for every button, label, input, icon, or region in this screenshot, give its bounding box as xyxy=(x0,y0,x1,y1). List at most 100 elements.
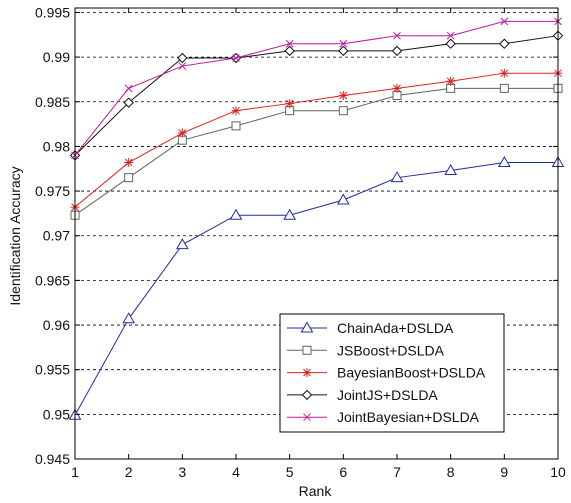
series-line-5 xyxy=(74,20,558,156)
x-tick-label: 5 xyxy=(286,464,294,480)
triangle-marker-shape xyxy=(175,238,189,250)
x-marker-stroke xyxy=(285,39,294,48)
legend-label: JointBayesian+DSLDA xyxy=(337,409,480,425)
data-point xyxy=(177,128,187,138)
legend-marker xyxy=(302,368,312,378)
y-tick-label: 0.99 xyxy=(43,49,70,65)
legend-label: ChainAda+DSLDA xyxy=(337,320,454,336)
triangle-marker-shape xyxy=(229,208,243,220)
y-tick-label: 0.965 xyxy=(35,272,70,288)
asterisk-marker-stroke xyxy=(285,99,294,108)
data-point xyxy=(390,171,404,183)
legend-label: JSBoost+DSLDA xyxy=(337,342,445,358)
plot-frame xyxy=(74,7,559,460)
data-point xyxy=(444,164,458,176)
square-marker-shape xyxy=(499,83,509,93)
legend-label: JointJS+DSLDA xyxy=(337,387,438,403)
data-point xyxy=(499,83,509,93)
data-point xyxy=(232,54,240,62)
triangle-marker-shape xyxy=(336,193,350,205)
asterisk-marker-stroke xyxy=(178,129,187,137)
y-tick-label: 0.98 xyxy=(43,138,70,154)
square-marker-shape xyxy=(124,173,134,183)
diamond-marker-shape xyxy=(445,38,456,49)
data-point xyxy=(123,97,134,108)
data-point xyxy=(124,84,133,93)
asterisk-marker-stroke xyxy=(124,158,133,167)
square-marker-shape xyxy=(231,121,241,131)
x-marker-stroke xyxy=(339,39,348,48)
data-point xyxy=(391,45,403,57)
data-point xyxy=(175,238,189,250)
data-point xyxy=(499,68,509,78)
y-tick-label: 0.95 xyxy=(43,406,70,422)
asterisk-marker-stroke xyxy=(232,106,240,115)
x-tick-label: 9 xyxy=(500,464,508,480)
y-tick-label: 0.985 xyxy=(35,94,70,110)
axes: 0.945 0.95 0.955 0.96 0.965 0.97 0.975 0.98 0.98… xyxy=(35,4,566,480)
legend-marker xyxy=(303,413,311,422)
data-point xyxy=(285,39,294,48)
diamond-marker-shape xyxy=(338,45,349,57)
legend: ChainAda+DSLDA JSBoost+DSLDA BayesianBoost… xyxy=(279,313,505,433)
x-tick-label: 6 xyxy=(339,464,347,480)
x-tick-label: 4 xyxy=(232,464,240,480)
data-point xyxy=(336,193,350,205)
square-marker-shape xyxy=(302,345,312,355)
data-point xyxy=(231,121,241,131)
legend-marker xyxy=(300,321,314,333)
data-point xyxy=(178,62,187,70)
series-line-4 xyxy=(74,35,559,156)
y-tick-label: 0.975 xyxy=(35,183,70,199)
x-tick-label: 2 xyxy=(125,464,133,480)
data-point xyxy=(339,39,348,48)
diamond-marker-shape xyxy=(301,389,313,401)
x-marker-stroke xyxy=(500,17,509,26)
x-tick-label: 3 xyxy=(178,464,186,480)
square-marker-shape xyxy=(338,106,348,116)
data-point xyxy=(124,173,134,183)
x-marker-stroke xyxy=(446,31,455,40)
data-point xyxy=(392,83,402,93)
data-point xyxy=(285,99,295,109)
asterisk-marker-stroke xyxy=(446,77,455,86)
data-point xyxy=(446,31,455,40)
diamond-marker-shape xyxy=(177,52,188,64)
triangle-marker-shape xyxy=(390,171,404,183)
legend-label: BayesianBoost+DSLDA xyxy=(337,365,486,381)
diamond-marker-shape xyxy=(123,97,134,108)
series-line-2 xyxy=(74,87,558,216)
x-marker-stroke xyxy=(393,31,401,40)
series-line-3 xyxy=(74,72,558,208)
y-tick-label: 0.96 xyxy=(43,317,70,333)
diamond-marker-shape xyxy=(499,38,510,49)
y-tick-label: 0.995 xyxy=(35,4,70,20)
triangle-marker-shape xyxy=(444,164,458,176)
data-point xyxy=(338,106,348,116)
data-point xyxy=(497,156,511,168)
data-point xyxy=(445,38,456,49)
data-point xyxy=(338,91,348,101)
legend-marker xyxy=(301,389,313,401)
y-axis-title: Identification Accuracy xyxy=(7,166,23,305)
y-tick-label: 0.955 xyxy=(35,362,70,378)
data-point xyxy=(229,208,243,220)
triangle-marker-shape xyxy=(300,321,314,333)
x-marker-stroke xyxy=(124,84,133,93)
data-point xyxy=(338,45,349,57)
data-point xyxy=(177,52,188,64)
asterisk-marker-stroke xyxy=(500,69,509,78)
diamond-marker-shape xyxy=(284,45,295,57)
data-point xyxy=(124,158,134,168)
y-tick-label: 0.945 xyxy=(35,451,70,467)
triangle-marker-shape xyxy=(497,156,511,168)
x-tick-label: 1 xyxy=(71,464,79,480)
legend-marker xyxy=(302,345,312,355)
x-tick-label: 10 xyxy=(550,464,566,480)
data-point xyxy=(231,106,241,116)
data-point xyxy=(499,38,510,49)
asterisk-marker-stroke xyxy=(339,91,348,100)
data-point xyxy=(284,45,295,57)
x-tick-label: 7 xyxy=(393,464,401,480)
